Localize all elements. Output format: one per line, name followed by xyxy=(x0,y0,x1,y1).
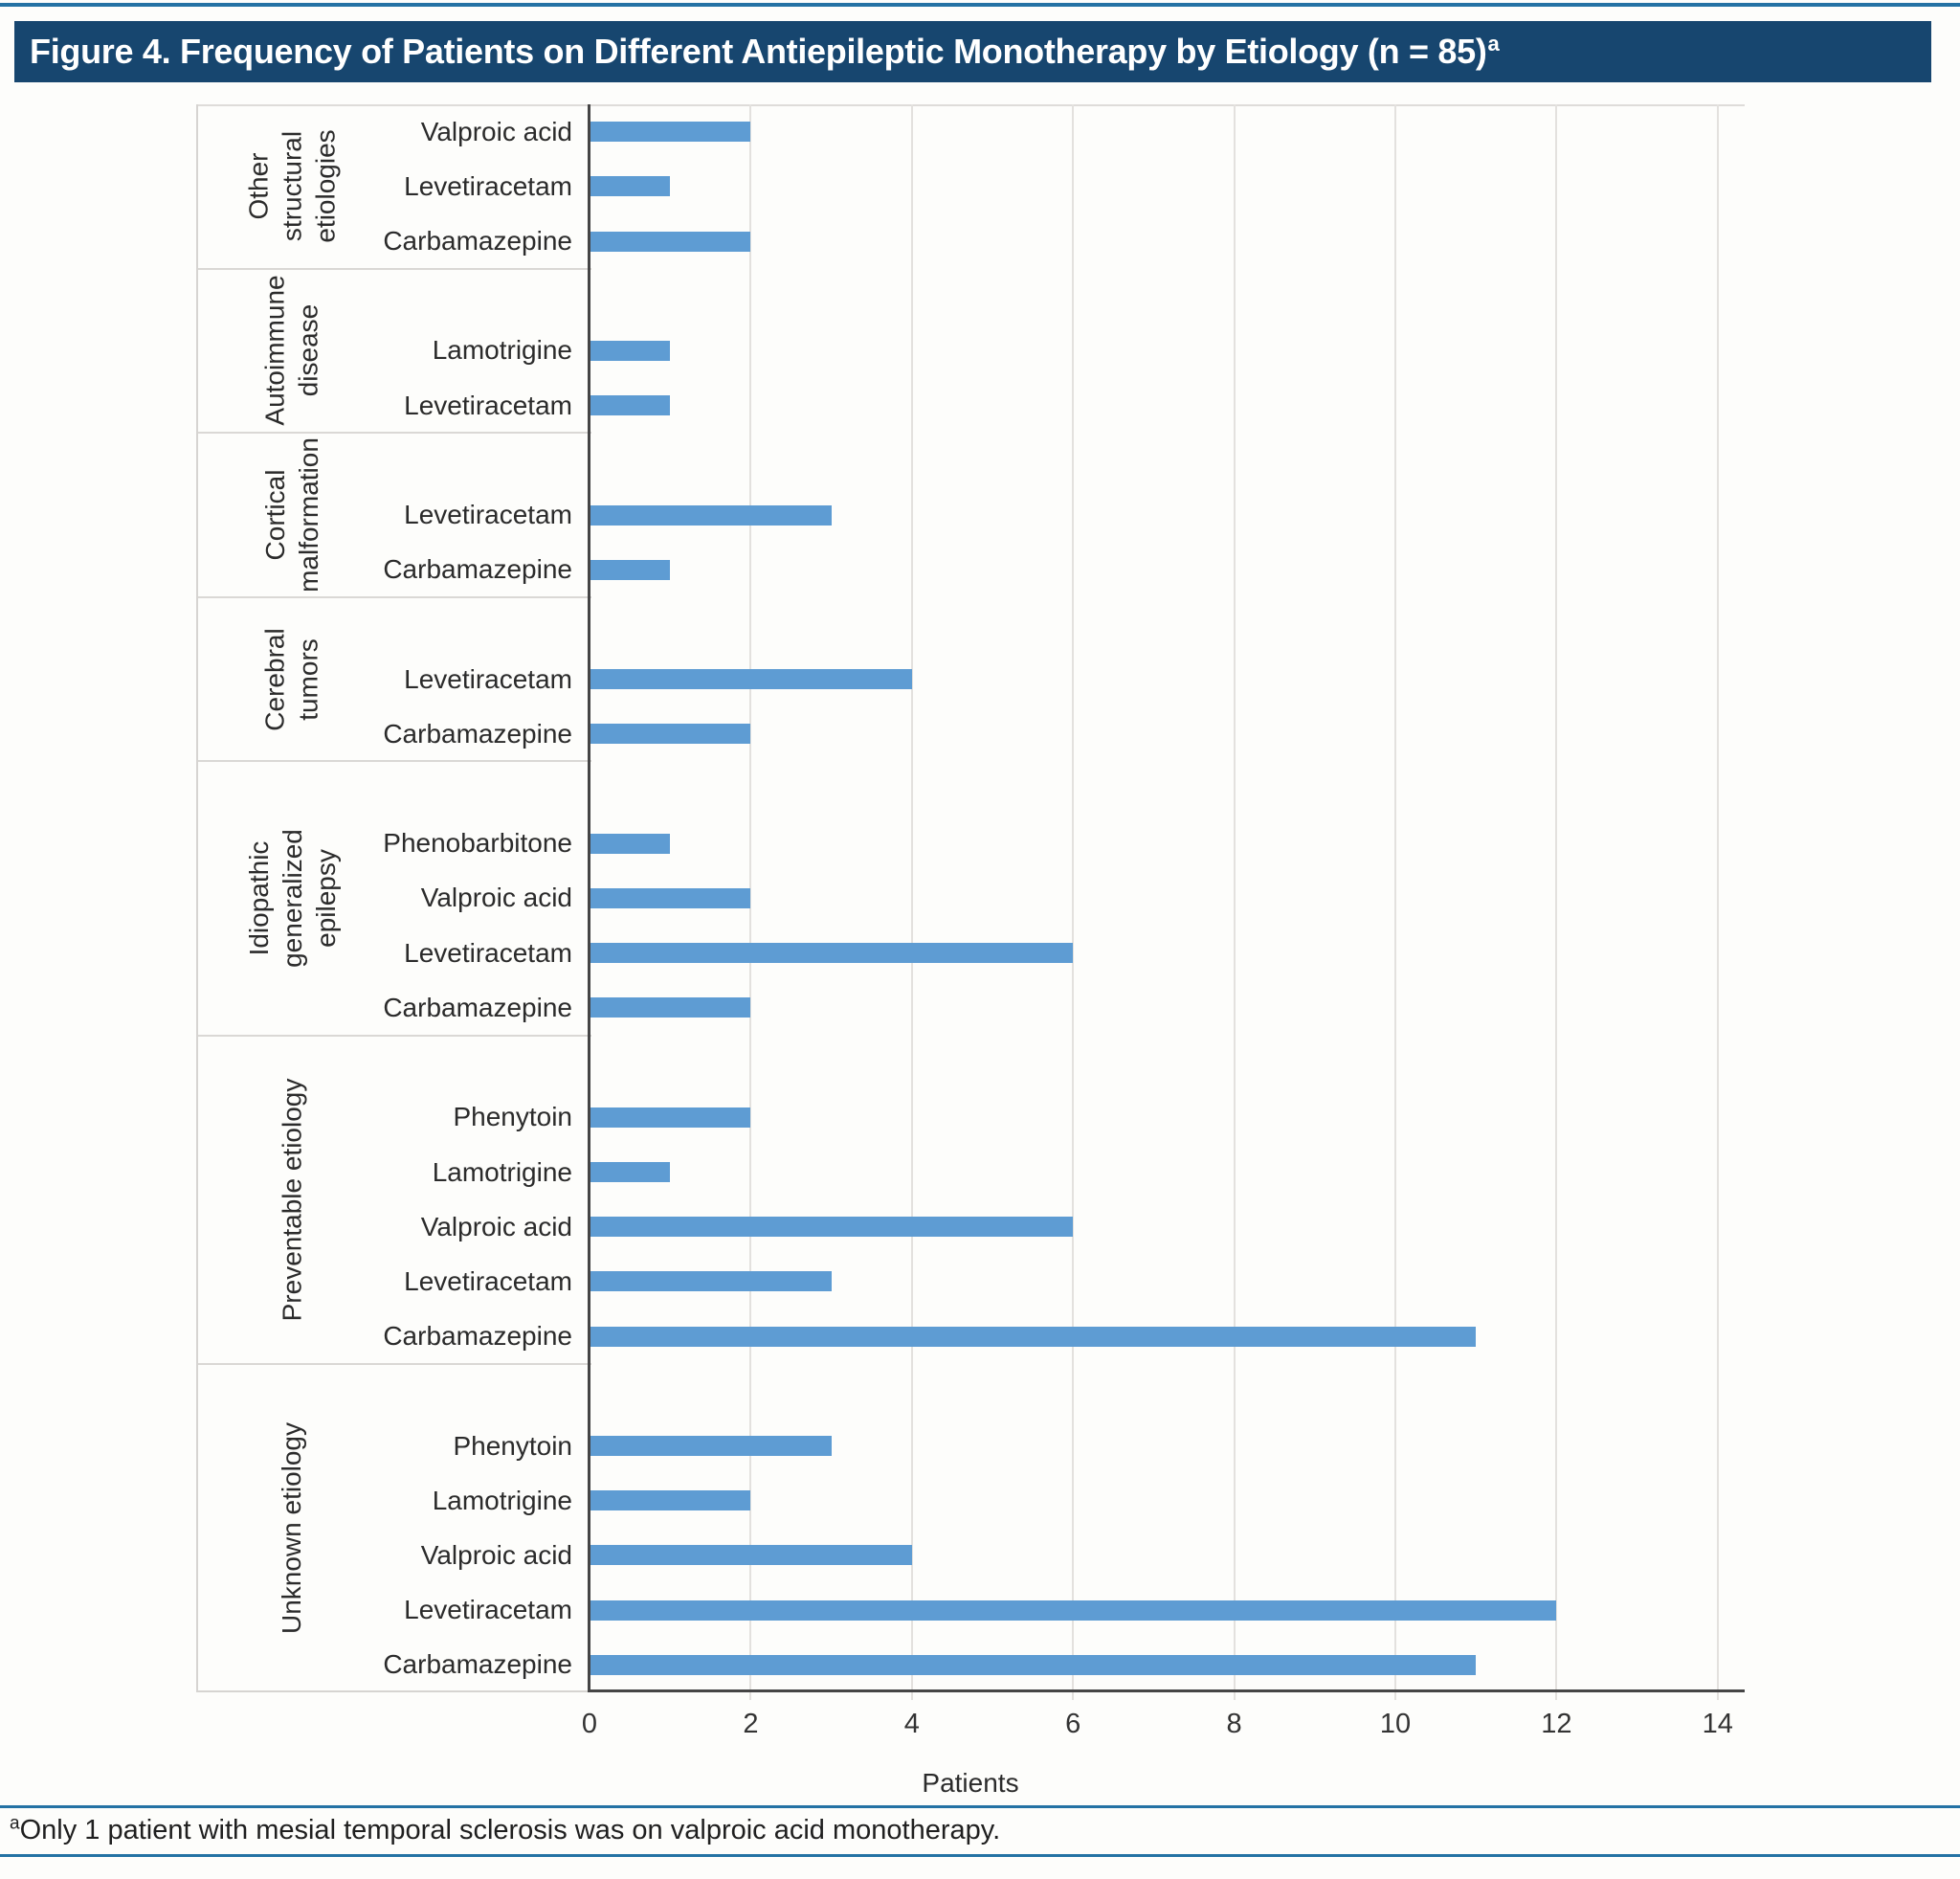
drug-label: Carbamazepine xyxy=(383,554,572,585)
y-axis-line xyxy=(588,104,590,1692)
drug-label: Levetiracetam xyxy=(404,1595,572,1625)
gridline xyxy=(1555,104,1558,1700)
group-separator xyxy=(198,267,591,270)
bar xyxy=(590,1217,1074,1238)
gridline xyxy=(910,104,913,1700)
bar xyxy=(590,1599,1557,1621)
drug-label: Carbamazepine xyxy=(383,1321,572,1352)
drug-label: Lamotrigine xyxy=(432,335,572,366)
x-tick-label: 10 xyxy=(1379,1709,1412,1739)
drug-label: Levetiracetam xyxy=(404,1265,572,1296)
drug-label: Levetiracetam xyxy=(404,170,572,201)
drug-label: Phenytoin xyxy=(453,1430,572,1461)
bar xyxy=(590,1545,912,1566)
bar xyxy=(590,724,751,745)
drug-label: Lamotrigine xyxy=(432,1485,572,1515)
drug-label: Phenytoin xyxy=(453,1102,572,1132)
x-tick-label: 4 xyxy=(903,1709,920,1739)
figure-title-bar: Figure 4. Frequency of Patients on Diffe… xyxy=(14,21,1931,82)
label-area: Other structural etiologies Valproic acid Le… xyxy=(196,104,591,1692)
bar xyxy=(590,176,671,197)
drug-label: Carbamazepine xyxy=(383,718,572,749)
drug-label: Valproic acid xyxy=(420,883,572,913)
group-separator xyxy=(198,1362,591,1365)
bar xyxy=(590,395,671,416)
bar xyxy=(590,888,751,908)
drug-label: Levetiracetam xyxy=(404,390,572,420)
gridline xyxy=(1233,104,1236,1700)
chart: Other structural etiologies Valproic acid Le… xyxy=(196,104,1745,1798)
drug-label: Valproic acid xyxy=(420,116,572,146)
drug-label: Lamotrigine xyxy=(432,1156,572,1187)
drug-label: Carbamazepine xyxy=(383,1649,572,1680)
plot-area xyxy=(590,104,1745,1700)
footnote-top-rule xyxy=(0,1805,1960,1808)
bar xyxy=(590,1490,751,1511)
title-superscript: a xyxy=(1487,32,1500,56)
drug-label: Levetiracetam xyxy=(404,500,572,530)
x-tick-label: 2 xyxy=(743,1709,759,1739)
footnote-bottom-rule xyxy=(0,1854,1960,1857)
gridline xyxy=(1394,104,1396,1700)
drug-label: Valproic acid xyxy=(420,1539,572,1570)
footnote-superscript: a xyxy=(10,1813,20,1834)
drug-label: Carbamazepine xyxy=(383,992,572,1022)
group-separator xyxy=(198,432,591,435)
footnote: aOnly 1 patient with mesial temporal scl… xyxy=(10,1813,1001,1846)
bar xyxy=(590,1107,751,1128)
figure-title: Figure 4. Frequency of Patients on Diffe… xyxy=(30,32,1500,71)
bar xyxy=(590,1326,1477,1347)
footnote-text: Only 1 patient with mesial temporal scle… xyxy=(19,1815,1001,1845)
bar xyxy=(590,1271,832,1292)
x-tick-label: 8 xyxy=(1226,1709,1242,1739)
group-separator xyxy=(198,1034,591,1037)
drug-label: Valproic acid xyxy=(420,1211,572,1241)
bar xyxy=(590,122,751,143)
group-separator xyxy=(198,595,591,598)
bar xyxy=(590,559,671,580)
group-separator xyxy=(198,760,591,763)
gridline xyxy=(1716,104,1719,1700)
bar xyxy=(590,231,751,252)
x-axis-line xyxy=(588,1689,1745,1692)
figure-top-rule xyxy=(0,3,1960,7)
drug-label: Carbamazepine xyxy=(383,226,572,256)
bar xyxy=(590,943,1074,964)
x-tick-label: 14 xyxy=(1702,1709,1733,1739)
bar xyxy=(590,833,671,854)
bar xyxy=(590,1436,832,1457)
bar xyxy=(590,997,751,1018)
drug-label: Levetiracetam xyxy=(404,663,572,694)
bar xyxy=(590,340,671,361)
bar xyxy=(590,504,832,526)
gridline xyxy=(749,104,752,1700)
x-tick-label: 0 xyxy=(581,1709,598,1739)
drug-label: Levetiracetam xyxy=(404,937,572,968)
chart-top-border xyxy=(196,104,1745,106)
bar xyxy=(590,1654,1477,1675)
x-axis-title: Patients xyxy=(922,1768,1019,1798)
bar xyxy=(590,669,912,690)
drug-label: Phenobarbitone xyxy=(383,828,572,859)
bar xyxy=(590,1162,671,1183)
gridline xyxy=(1072,104,1075,1700)
x-tick-label: 12 xyxy=(1541,1709,1572,1739)
x-tick-label: 6 xyxy=(1065,1709,1081,1739)
